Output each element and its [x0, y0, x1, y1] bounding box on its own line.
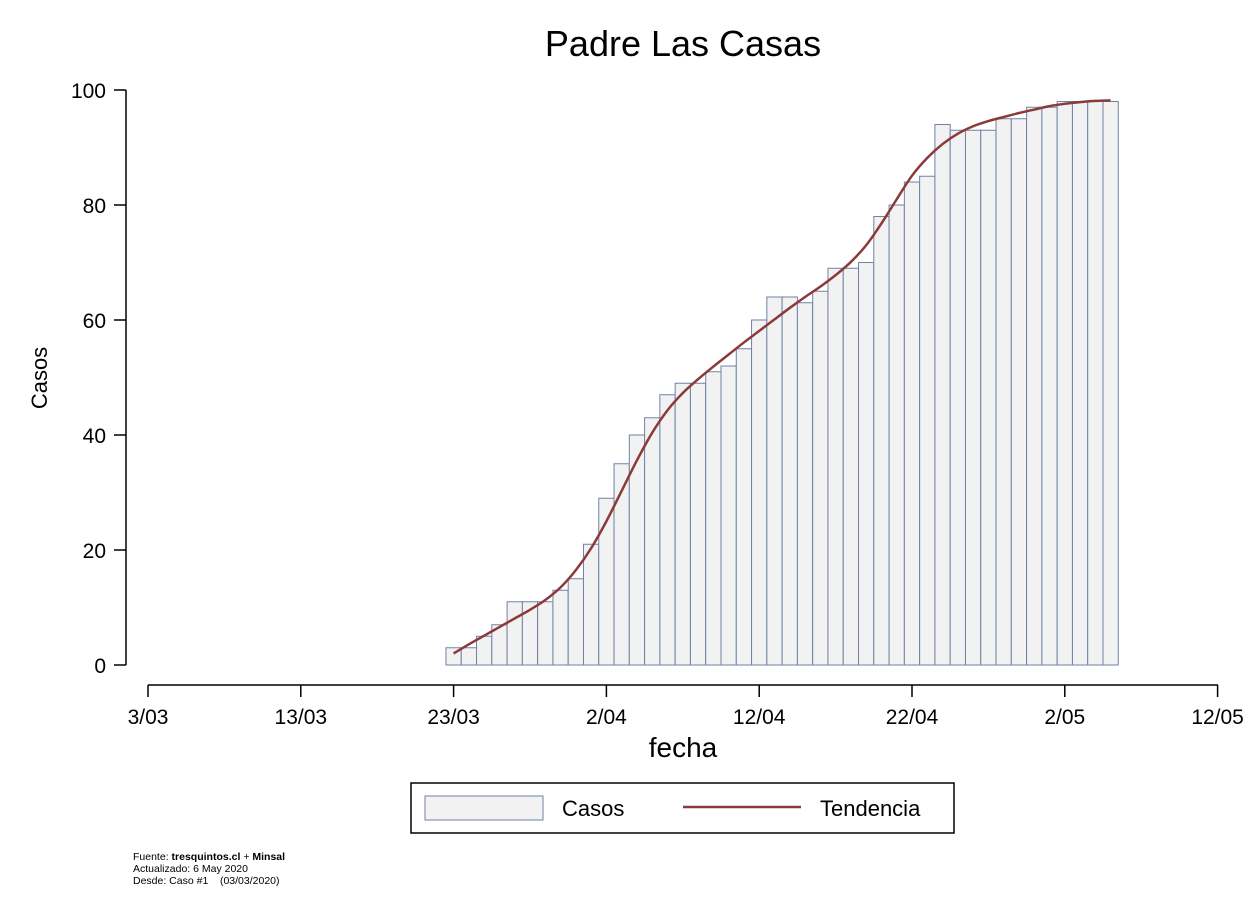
x-tick-label: 2/05 — [1044, 706, 1085, 729]
source-a: tresquintos.cl — [171, 851, 241, 863]
legend-swatch-casos — [424, 795, 544, 821]
bar — [476, 635, 493, 666]
x-tick-label: 2/04 — [586, 706, 627, 729]
bar — [980, 129, 997, 666]
bar — [567, 578, 584, 666]
bar — [919, 175, 936, 666]
bar — [460, 647, 478, 666]
y-tick-label: 0 — [94, 655, 106, 678]
bar — [964, 129, 982, 666]
bar — [506, 601, 523, 666]
bar — [827, 267, 844, 666]
bar — [1102, 101, 1119, 666]
source-line: Fuente: tresquintos.cl + Minsal — [133, 851, 285, 863]
bar — [842, 267, 860, 666]
bar — [1056, 101, 1073, 666]
y-tick-label: 20 — [83, 540, 106, 563]
source-note: Fuente: tresquintos.cl + Minsal Actualiz… — [133, 851, 285, 887]
bar — [903, 181, 921, 666]
y-axis: 0 20 40 60 80 100 — [71, 80, 127, 678]
y-axis-title: Casos — [27, 347, 52, 409]
bar — [552, 589, 569, 666]
since-line: Desde: Caso #1 (03/03/2020) — [133, 875, 280, 887]
bar — [689, 382, 707, 666]
x-tick-label: 3/03 — [128, 706, 169, 729]
bar — [858, 262, 875, 666]
bar — [674, 382, 691, 666]
legend-label-casos: Casos — [562, 796, 624, 821]
bar — [705, 371, 722, 666]
bar — [1041, 106, 1058, 666]
bar-series-casos — [445, 101, 1119, 666]
bar — [613, 463, 630, 666]
y-tick-label: 40 — [83, 425, 106, 448]
x-axis-title: fecha — [649, 732, 718, 763]
bar — [659, 394, 676, 666]
bar — [1010, 118, 1028, 666]
x-tick-label: 12/04 — [733, 706, 786, 729]
bar — [781, 296, 798, 666]
source-prefix: Fuente: — [133, 851, 169, 863]
bar — [751, 319, 768, 666]
trend-line — [452, 99, 1111, 655]
legend-label-tendencia: Tendencia — [820, 796, 921, 821]
x-tick-label: 23/03 — [427, 706, 480, 729]
bar — [888, 204, 905, 666]
x-tick-label: 12/05 — [1191, 706, 1244, 729]
y-tick-label: 80 — [83, 195, 106, 218]
bar — [995, 118, 1012, 666]
x-tick-label: 22/04 — [886, 706, 939, 729]
chart-title: Padre Las Casas — [545, 23, 821, 64]
bar — [735, 348, 753, 666]
bar — [720, 365, 737, 666]
x-tick-label: 13/03 — [275, 706, 328, 729]
bar — [644, 417, 661, 666]
bar — [934, 124, 951, 666]
bar — [582, 543, 600, 666]
updated-line: Actualizado: 6 May 2020 — [133, 863, 248, 875]
bar — [766, 296, 783, 666]
legend: Casos Tendencia — [410, 782, 955, 834]
bar — [949, 129, 966, 666]
bar — [812, 290, 829, 666]
y-tick-label: 100 — [71, 80, 106, 103]
bar — [1071, 101, 1089, 666]
bar — [1026, 106, 1043, 666]
source-b: Minsal — [252, 851, 286, 863]
y-tick-label: 60 — [83, 310, 106, 333]
bar — [537, 601, 554, 666]
bar — [796, 302, 814, 666]
x-axis: 3/03 13/03 23/03 2/04 12/04 22/04 2/05 12/05 — [128, 684, 1244, 729]
bar — [1087, 101, 1104, 666]
source-plus: + — [243, 851, 250, 863]
bar — [873, 216, 890, 666]
